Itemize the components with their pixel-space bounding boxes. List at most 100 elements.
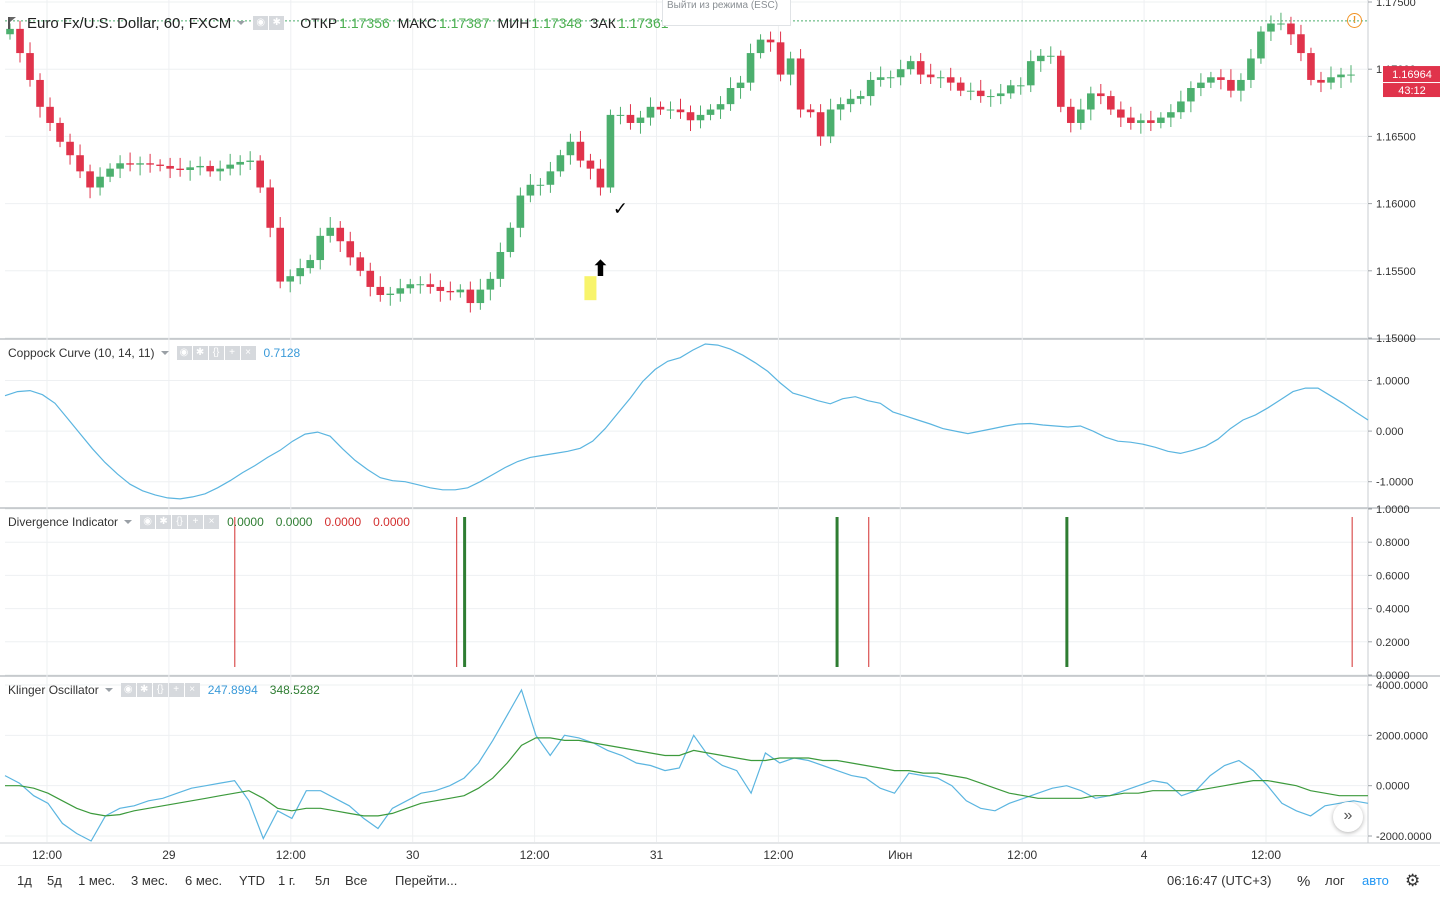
gear-icon[interactable]: ✱ bbox=[269, 16, 285, 30]
divergence-value-1: 0.0000 bbox=[227, 515, 264, 529]
candle-body bbox=[536, 184, 545, 186]
x-tick-label: 31 bbox=[650, 848, 664, 862]
range-1d-button[interactable]: 1д bbox=[17, 873, 32, 888]
coppock-line bbox=[4, 343, 1369, 500]
main-legend-controls: ◉ ✱ bbox=[253, 16, 285, 30]
eye-icon[interactable]: ◉ bbox=[120, 683, 136, 697]
x-tick-label: 29 bbox=[162, 848, 176, 862]
warning-icon[interactable]: ! bbox=[1347, 13, 1362, 28]
candle-body bbox=[706, 109, 715, 115]
close-icon[interactable]: × bbox=[204, 515, 220, 529]
candle-body bbox=[1066, 106, 1075, 123]
plus-icon[interactable]: + bbox=[188, 515, 204, 529]
candle-body bbox=[16, 28, 24, 54]
braces-icon[interactable]: {} bbox=[208, 346, 224, 360]
candle-body bbox=[766, 39, 775, 43]
chevron-down-icon[interactable] bbox=[124, 520, 133, 524]
divergence-title[interactable]: Divergence Indicator bbox=[8, 515, 119, 529]
candle-body bbox=[176, 168, 184, 170]
log-scale-button[interactable]: лог bbox=[1325, 873, 1345, 888]
percent-scale-button[interactable]: % bbox=[1297, 873, 1311, 890]
eye-icon[interactable]: ◉ bbox=[140, 515, 156, 529]
y-tick-label: -2000.0000 bbox=[1376, 831, 1432, 843]
range-6m-button[interactable]: 6 мес. bbox=[185, 873, 223, 888]
eye-icon[interactable]: ◉ bbox=[176, 346, 192, 360]
chevron-down-icon[interactable] bbox=[160, 351, 169, 355]
range-all-button[interactable]: Все bbox=[345, 873, 368, 888]
chart-canvas[interactable]: 12:00 29 12:00 30 12:00 31 12:00 Июн 12:00 4 12:00… bbox=[0, 0, 1440, 866]
candle-body bbox=[996, 93, 1005, 97]
candle-body bbox=[856, 96, 865, 99]
range-1y-button[interactable]: 1 г. bbox=[278, 873, 296, 888]
klinger-title[interactable]: Klinger Oscillator bbox=[8, 683, 99, 697]
y-tick-label: 1.16000 bbox=[1376, 199, 1416, 211]
chevron-down-icon[interactable] bbox=[104, 688, 113, 692]
open-value: 1.17356 bbox=[339, 15, 390, 31]
x-tick-label: 12:00 bbox=[520, 848, 550, 862]
candles bbox=[6, 12, 1355, 313]
range-5d-button[interactable]: 5д bbox=[47, 873, 62, 888]
klinger-value-2: 348.5282 bbox=[269, 683, 320, 697]
y-tick-label: 2000.0000 bbox=[1376, 730, 1428, 742]
y-tick-label: 0.2000 bbox=[1376, 637, 1410, 649]
scroll-to-realtime-button[interactable]: » bbox=[1333, 802, 1363, 832]
plus-icon[interactable]: + bbox=[168, 683, 184, 697]
candle-body bbox=[1137, 120, 1145, 123]
candle-body bbox=[526, 184, 535, 196]
candle-body bbox=[146, 163, 154, 165]
close-icon[interactable]: × bbox=[184, 683, 200, 697]
close-icon[interactable]: × bbox=[240, 346, 256, 360]
auto-scale-button[interactable]: авто bbox=[1362, 873, 1389, 888]
goto-date-button[interactable]: Перейти... bbox=[395, 873, 458, 888]
range-5y-button[interactable]: 5л bbox=[315, 873, 330, 888]
candle-body bbox=[946, 77, 955, 83]
y-tick-label: 4000.0000 bbox=[1376, 680, 1428, 692]
y-tick-label: 1.0000 bbox=[1376, 504, 1410, 516]
candle-body bbox=[686, 112, 695, 121]
y-tick-label: 1.16500 bbox=[1376, 131, 1416, 143]
candle-body bbox=[446, 290, 455, 293]
gear-icon[interactable]: ✱ bbox=[192, 346, 208, 360]
candle-body bbox=[956, 82, 965, 91]
candle-body bbox=[846, 98, 855, 105]
settings-gear-icon[interactable]: ⚙ bbox=[1405, 871, 1421, 890]
chevron-down-icon[interactable] bbox=[237, 21, 246, 25]
exit-fullscreen-tooltip: Выйти из режима (ESC) bbox=[662, 0, 791, 26]
candle-body bbox=[66, 141, 74, 156]
braces-icon[interactable]: {} bbox=[172, 515, 188, 529]
range-3m-button[interactable]: 3 мес. bbox=[131, 873, 169, 888]
candle-body bbox=[616, 114, 625, 116]
candle-body bbox=[1167, 112, 1175, 118]
gear-icon[interactable]: ✱ bbox=[136, 683, 152, 697]
coppock-title[interactable]: Coppock Curve (10, 14, 11) bbox=[8, 346, 155, 360]
candle-body bbox=[556, 155, 565, 172]
gear-icon[interactable]: ✱ bbox=[156, 515, 172, 529]
candle-body bbox=[836, 104, 845, 110]
price-badge-bg bbox=[1383, 66, 1440, 83]
candle-body bbox=[1056, 55, 1065, 107]
eye-icon[interactable]: ◉ bbox=[253, 16, 269, 30]
candle-body bbox=[1036, 55, 1045, 62]
range-ytd-button[interactable]: YTD bbox=[239, 873, 265, 888]
candle-body bbox=[926, 74, 935, 78]
symbol-title[interactable]: Euro Fx/U.S. Dollar, 60, FXCM bbox=[27, 14, 232, 32]
y-tick-label: 1.15500 bbox=[1376, 266, 1416, 278]
candle-body bbox=[346, 241, 355, 258]
candle-body bbox=[56, 122, 64, 142]
x-tick-label: 30 bbox=[406, 848, 420, 862]
clock-timezone[interactable]: 06:16:47 (UTC+3) bbox=[1167, 873, 1272, 888]
range-1m-button[interactable]: 1 мес. bbox=[78, 873, 116, 888]
y-tick-label: 0.4000 bbox=[1376, 604, 1410, 616]
x-tick-label: 12:00 bbox=[276, 848, 306, 862]
candle-body bbox=[736, 82, 745, 89]
candle-body bbox=[266, 187, 274, 228]
candle-body bbox=[1107, 96, 1115, 110]
main-legend: Euro Fx/U.S. Dollar, 60, FXCM ◉ ✱ ОТКР 1.… bbox=[8, 14, 669, 32]
candle-body bbox=[1016, 85, 1025, 87]
candle-body bbox=[286, 276, 295, 282]
plus-icon[interactable]: + bbox=[224, 346, 240, 360]
candle-body bbox=[1147, 120, 1155, 123]
flag-icon[interactable] bbox=[8, 17, 19, 29]
up-arrow-marker: ⬆ bbox=[591, 257, 609, 282]
braces-icon[interactable]: {} bbox=[152, 683, 168, 697]
